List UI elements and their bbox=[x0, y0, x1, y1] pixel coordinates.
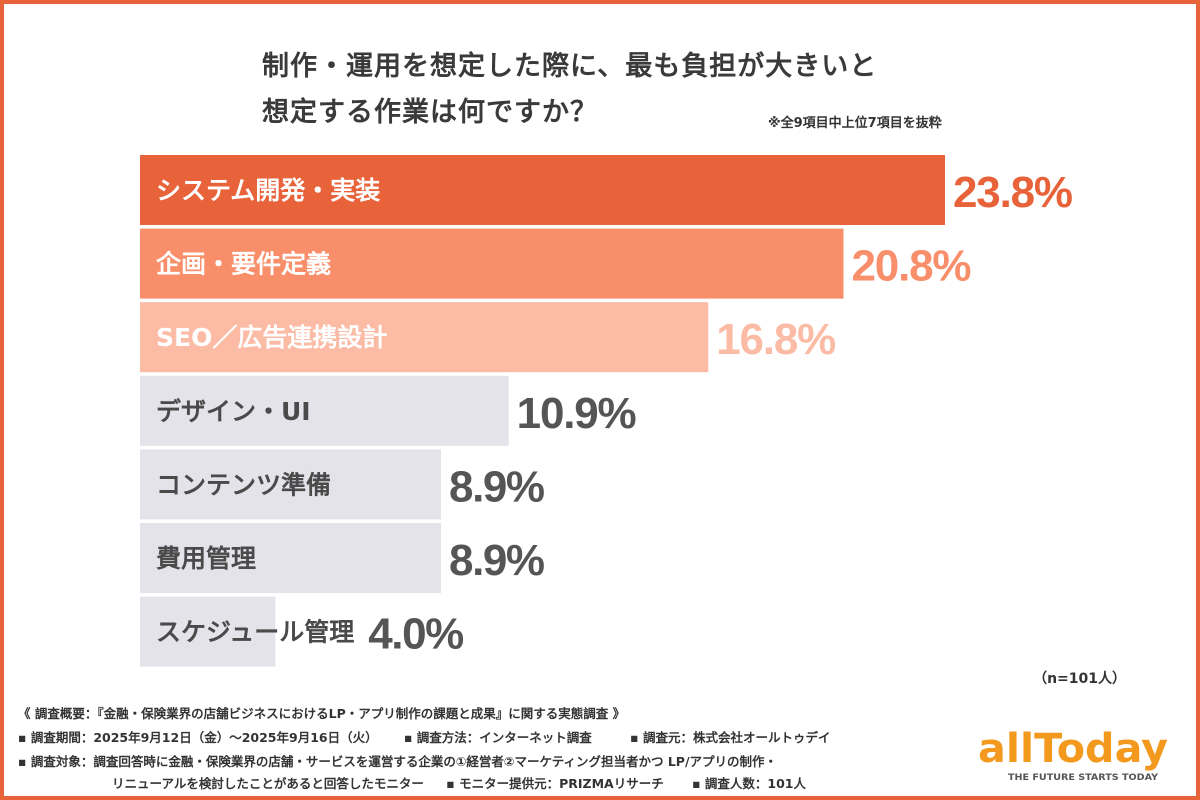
value-label: 23.8% bbox=[953, 168, 1073, 217]
footer-period: ▪ 調査期間：2025年9月12日（金）〜2025年9月16日（火） bbox=[18, 730, 378, 745]
bar bbox=[140, 155, 945, 225]
category-label: システム開発・実装 bbox=[156, 176, 380, 205]
bar bbox=[140, 228, 844, 299]
alltoday-logo: allToday THE FUTURE STARTS TODAY bbox=[978, 724, 1174, 784]
category-label: 費用管理 bbox=[155, 544, 256, 573]
category-label: SEO／広告連携設計 bbox=[156, 323, 387, 352]
logo-graphic: allToday THE FUTURE STARTS TODAY bbox=[978, 726, 1168, 783]
bar bbox=[140, 375, 509, 446]
sample-size: （n=101人） bbox=[1033, 671, 1126, 687]
title-line-1: 制作・運用を想定した際に、最も負担が大きいと bbox=[262, 51, 878, 82]
value-label: 4.0% bbox=[368, 610, 464, 659]
footer-method: ▪ 調査方法：インターネット調査 bbox=[403, 730, 592, 745]
category-label: コンテンツ準備 bbox=[156, 470, 331, 499]
logo-tagline: THE FUTURE STARTS TODAY bbox=[1008, 773, 1159, 783]
footer-source: ▪ 調査元：株式会社オールトゥデイ bbox=[630, 730, 831, 745]
value-label: 8.9% bbox=[449, 462, 545, 511]
bar bbox=[140, 596, 276, 667]
value-label: 20.8% bbox=[852, 242, 972, 291]
chart-title: 制作・運用を想定した際に、最も負担が大きいと 想定する作業は何ですか？ bbox=[262, 44, 877, 136]
bar bbox=[140, 302, 709, 373]
footer-count: ▪ 調査人数：101人 bbox=[692, 776, 806, 791]
value-label: 10.9% bbox=[517, 389, 637, 438]
footer-target-row2: リニューアルを検討したことがあると回答したモニター ▪ モニター提供元：PRIZ… bbox=[112, 776, 806, 791]
footer-target: ▪ 調査対象：調査回答時に金融・保険業界の店舗・サービスを運営する企業の①経営者… bbox=[18, 754, 778, 769]
category-label: デザイン・UI bbox=[156, 397, 311, 426]
chart-note: ※全9項目中上位7項目を抜粋 bbox=[768, 116, 942, 131]
footer-survey-title: 《 調査概要：『金融・保険業界の店舗ビジネスにおけるLP・アプリ制作の課題と成果… bbox=[18, 706, 626, 721]
title-line-2: 想定する作業は何ですか？ bbox=[262, 97, 598, 128]
category-label: 企画・要件定義 bbox=[156, 250, 331, 279]
logo-wordmark: allToday bbox=[978, 726, 1168, 772]
bar bbox=[140, 449, 442, 520]
footer-period-row: ▪ 調査期間：2025年9月12日（金）〜2025年9月16日（火） ▪ 調査方… bbox=[18, 730, 830, 745]
value-label: 16.8% bbox=[716, 315, 836, 364]
footer-provider: ▪ モニター提供元：PRIZMAリサーチ bbox=[446, 776, 664, 791]
footer-target-cont: リニューアルを検討したことがあると回答したモニター bbox=[112, 776, 424, 791]
bar bbox=[140, 523, 442, 593]
category-label: スケジュール管理 bbox=[156, 618, 354, 647]
value-label: 8.9% bbox=[449, 536, 545, 585]
